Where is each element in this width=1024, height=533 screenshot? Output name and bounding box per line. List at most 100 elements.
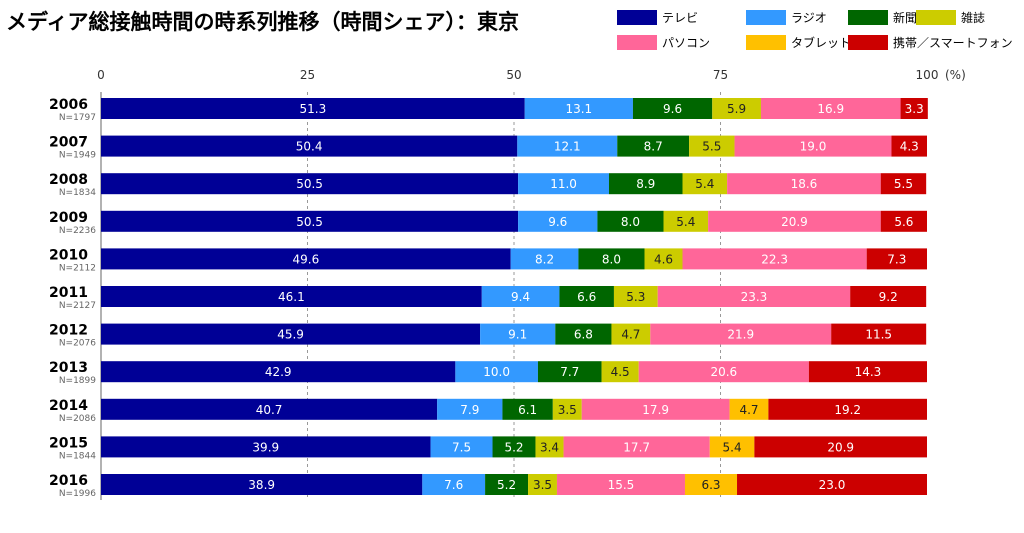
sample-size-label-2016: N=1996	[59, 489, 96, 499]
bar-2011-s0	[101, 286, 482, 307]
data-label-2009-s6: 5.6	[894, 215, 913, 229]
bar-2015-s5	[709, 436, 755, 458]
legend-swatch-6	[848, 35, 888, 50]
bar-2011-s1	[481, 286, 560, 307]
data-label-2009-s0: 50.5	[296, 215, 323, 229]
bar-2013-s3	[601, 361, 639, 383]
data-label-2010-s1: 8.2	[535, 252, 554, 266]
bar-2010-s3	[644, 248, 683, 270]
sample-size-label-2013: N=1899	[59, 376, 96, 386]
bar-2016-s2	[485, 474, 529, 495]
bar-2008-s3	[682, 173, 728, 195]
bar-2012-s2	[555, 323, 612, 345]
bar-2015-s3	[535, 436, 564, 458]
bar-2014-s1	[437, 398, 503, 420]
bar-2013-s6	[808, 361, 927, 383]
data-label-2010-s0: 49.6	[292, 252, 319, 266]
sample-size-label-2014: N=2086	[59, 414, 96, 424]
bar-2014-s2	[502, 398, 553, 420]
bar-2011-s2	[559, 286, 614, 307]
bar-2015-s4	[563, 436, 710, 458]
bar-2013-s0	[101, 361, 456, 383]
bar-2008-s1	[518, 173, 609, 195]
data-label-2013-s0: 42.9	[265, 365, 292, 379]
x-tick-label-50: 50	[506, 68, 521, 82]
legend-label-1: ラジオ	[791, 11, 827, 25]
data-label-2015-s6: 20.9	[827, 440, 854, 454]
bar-2016-s0	[101, 474, 423, 495]
data-label-2014-s1: 7.9	[460, 403, 479, 417]
data-label-2007-s3: 5.5	[702, 140, 721, 154]
x-tick-label-0: 0	[97, 68, 105, 82]
bar-2006-s4	[760, 98, 901, 119]
data-label-2008-s4: 18.6	[791, 177, 818, 191]
bar-2010-s1	[510, 248, 579, 270]
sample-size-label-2009: N=2236	[59, 226, 96, 236]
data-label-2016-s6: 23.0	[819, 478, 846, 492]
y-category-label-2015: 2015	[49, 435, 88, 451]
bar-2015-s1	[430, 436, 493, 458]
data-label-2008-s2: 8.9	[636, 177, 655, 191]
data-label-2013-s1: 10.0	[483, 365, 510, 379]
data-label-2015-s1: 7.5	[452, 440, 471, 454]
sample-size-label-2010: N=2112	[59, 263, 96, 273]
data-label-2008-s3: 5.4	[695, 177, 714, 191]
y-category-label-2011: 2011	[49, 285, 88, 301]
data-label-2008-s0: 50.5	[296, 177, 323, 191]
data-label-2015-s5: 5.4	[723, 440, 742, 454]
x-tick-label-75: 75	[713, 68, 728, 82]
chart-title: メディア総接触時間の時系列推移（時間シェア）：東京	[6, 10, 519, 34]
legend-label-2: 新聞	[893, 10, 917, 25]
sample-size-label-2006: N=1797	[59, 113, 96, 123]
bar-2006-s2	[632, 98, 713, 119]
sample-size-label-2007: N=1949	[59, 151, 96, 161]
sample-size-label-2012: N=2076	[59, 339, 96, 349]
sample-size-label-2011: N=2127	[59, 301, 96, 311]
data-label-2011-s2: 6.6	[577, 290, 596, 304]
data-label-2014-s4: 17.9	[642, 403, 669, 417]
data-label-2016-s0: 38.9	[248, 478, 275, 492]
data-label-2009-s4: 20.9	[781, 215, 808, 229]
data-label-2014-s6: 19.2	[834, 403, 861, 417]
bar-2011-s4	[657, 286, 851, 307]
bar-2016-s5	[684, 474, 738, 495]
sample-size-label-2015: N=1844	[59, 451, 96, 461]
data-label-2007-s2: 8.7	[644, 140, 663, 154]
bar-2007-s2	[617, 135, 690, 157]
bar-2014-s6	[768, 398, 927, 420]
data-label-2009-s2: 8.0	[621, 215, 640, 229]
data-label-2006-s2: 9.6	[663, 102, 682, 116]
data-label-2010-s2: 8.0	[602, 252, 621, 266]
data-label-2012-s0: 45.9	[277, 328, 304, 342]
bar-2016-s6	[737, 474, 927, 495]
y-category-label-2009: 2009	[49, 210, 88, 226]
data-label-2014-s2: 6.1	[518, 403, 537, 417]
data-label-2015-s0: 39.9	[252, 440, 279, 454]
data-label-2008-s1: 11.0	[550, 177, 577, 191]
bar-2014-s4	[581, 398, 730, 420]
legend-swatch-5	[746, 35, 786, 50]
bar-2016-s3	[528, 474, 557, 495]
data-label-2013-s6: 14.3	[855, 365, 882, 379]
data-label-2015-s4: 17.7	[623, 440, 650, 454]
data-label-2009-s3: 5.4	[676, 215, 695, 229]
bar-2009-s6	[880, 210, 927, 232]
data-label-2014-s5: 4.7	[739, 403, 758, 417]
bar-2016-s4	[556, 474, 685, 495]
data-label-2015-s3: 3.4	[540, 440, 559, 454]
data-label-2012-s6: 11.5	[865, 328, 892, 342]
y-category-label-2014: 2014	[49, 398, 88, 414]
x-axis-unit: (%)	[945, 68, 966, 82]
bar-2006-s6	[900, 98, 928, 119]
bar-2011-s6	[850, 286, 927, 307]
bar-2006-s0	[101, 98, 525, 119]
bar-2007-s0	[101, 135, 518, 157]
data-label-2006-s1: 13.1	[565, 102, 592, 116]
bar-2007-s1	[517, 135, 618, 157]
bar-2013-s1	[455, 361, 538, 383]
y-category-label-2012: 2012	[49, 323, 88, 339]
data-label-2009-s1: 9.6	[548, 215, 567, 229]
bar-2008-s6	[880, 173, 927, 195]
bar-2007-s3	[689, 135, 735, 157]
